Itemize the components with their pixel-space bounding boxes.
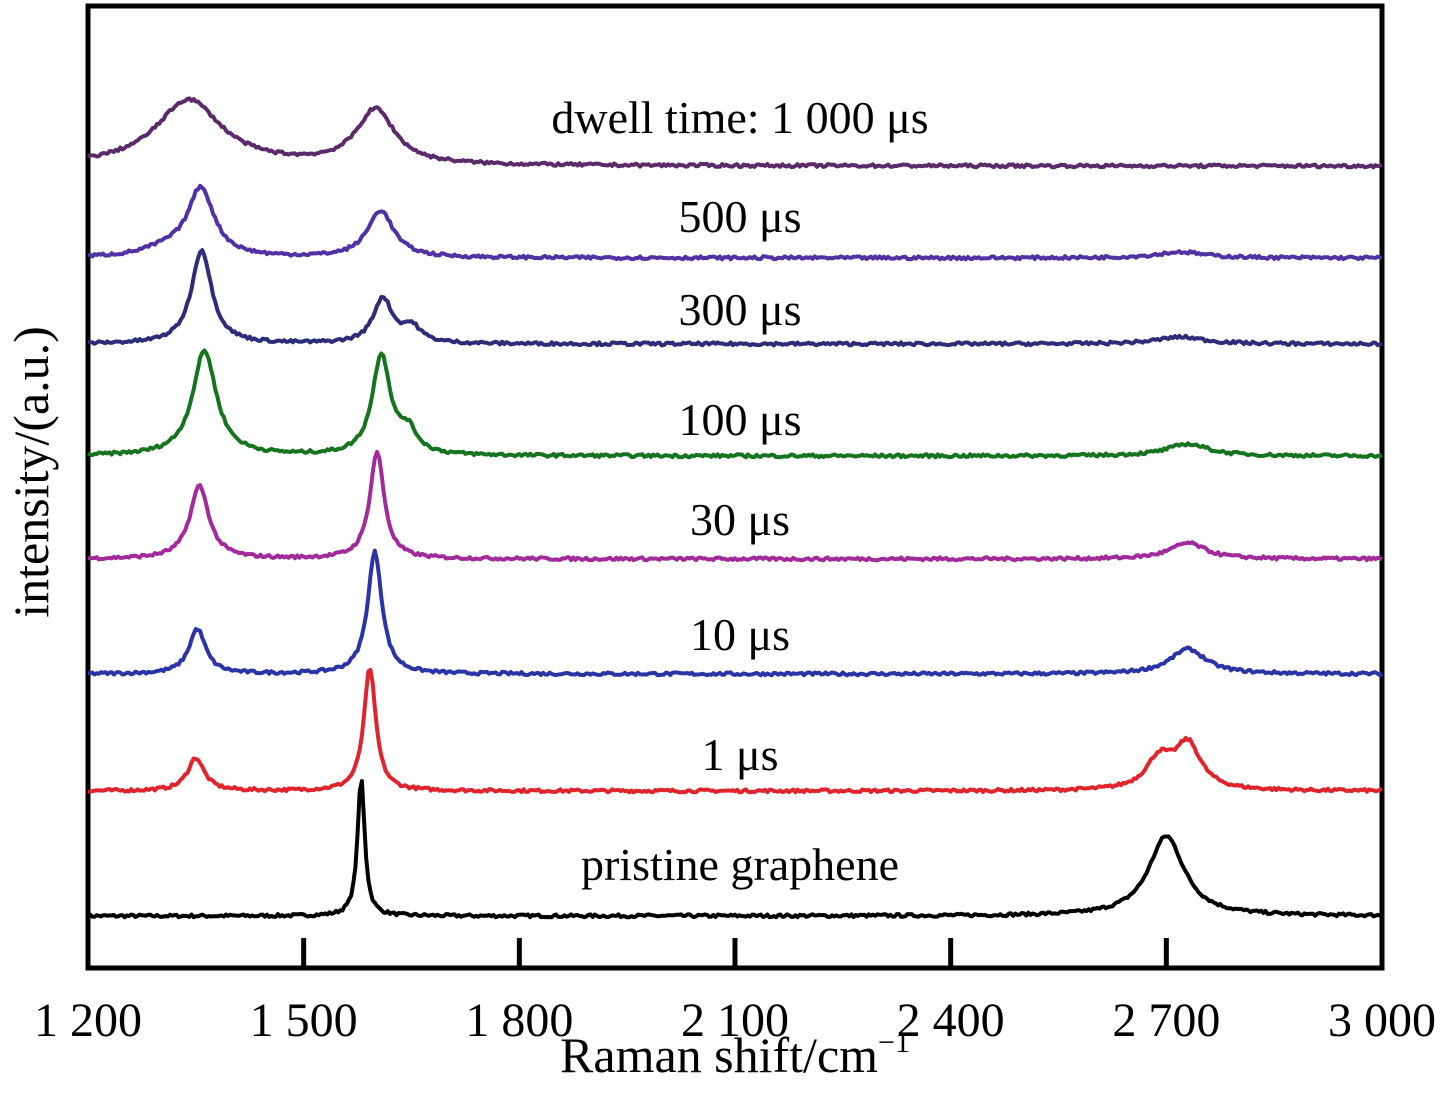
series-label: pristine graphene	[581, 839, 899, 890]
x-axis-ticks	[301, 938, 1169, 968]
series-line-5	[87, 248, 1383, 348]
x-tick-label: 1 200	[34, 994, 142, 1047]
y-axis-title: intensity/(a.u.)	[3, 326, 59, 618]
x-tick-label: 1 500	[250, 994, 358, 1047]
series-labels: pristine graphene 1 μs 10 μs 30 μs 100 μs 300…	[551, 92, 928, 890]
series-line-2	[88, 548, 1384, 678]
x-axis-title-superscript: −1	[878, 1026, 910, 1059]
x-tick-label: 2 400	[897, 994, 1005, 1047]
series-line-4	[86, 348, 1383, 460]
series-line-7	[86, 96, 1383, 170]
series-line-3	[87, 449, 1383, 563]
series-line-1	[87, 667, 1383, 795]
series-label: 500 μs	[678, 191, 801, 242]
series-line-6	[87, 183, 1383, 262]
x-tick-label: 3 000	[1328, 994, 1436, 1047]
series-label: dwell time: 1 000 μs	[551, 92, 928, 143]
series-label: 10 μs	[690, 609, 790, 660]
x-axis-title: Raman shift/cm−1	[560, 1026, 910, 1083]
series-label: 300 μs	[678, 284, 801, 335]
series-label: 100 μs	[678, 394, 801, 445]
series-lines	[86, 96, 1384, 920]
x-tick-label: 2 100	[681, 994, 789, 1047]
series-line-0	[86, 779, 1383, 920]
x-tick-label: 1 800	[465, 994, 573, 1047]
series-label: 1 μs	[701, 729, 778, 780]
x-axis-tick-labels: 1 200 1 500 1 800 2 100 2 400 2 700 3 000	[34, 994, 1436, 1047]
series-label: 30 μs	[690, 494, 790, 545]
x-tick-label: 2 700	[1112, 994, 1220, 1047]
